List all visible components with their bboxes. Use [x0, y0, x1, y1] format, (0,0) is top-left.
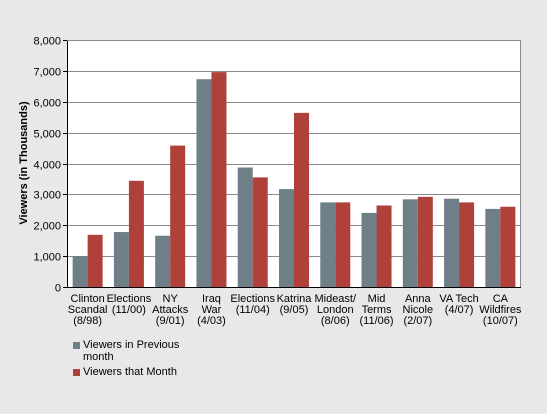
y-tick-label: 3,000 [33, 190, 61, 202]
y-tick-label: 7,000 [33, 67, 61, 79]
y-tick-label: 2,000 [33, 221, 61, 233]
x-tick-label: Mideast/London (8/06) [314, 293, 357, 327]
bar [237, 167, 253, 287]
x-tick-label: NY Attacks (9/01) [152, 293, 189, 327]
bar [294, 112, 309, 288]
bar [252, 177, 268, 287]
y-tick-label: 4,000 [33, 160, 61, 172]
y-tick-label: 5,000 [33, 129, 61, 141]
bar [500, 206, 516, 287]
bar [361, 212, 377, 287]
bar [417, 196, 433, 287]
y-tick-label: 6,000 [33, 98, 61, 110]
axes [67, 40, 521, 288]
bar [402, 199, 418, 287]
bar [113, 232, 129, 287]
bar [459, 202, 475, 287]
y-tick-label: 8,000 [33, 36, 61, 48]
x-tick-label: VA Tech (4/07) [439, 293, 478, 316]
bar [335, 202, 351, 287]
legend: Viewers in Previous month Viewers that M… [73, 339, 203, 381]
x-tick-label: Katrina (9/05) [277, 293, 313, 316]
legend-label: Viewers that Month [83, 366, 177, 378]
x-tick-label: Clinton Scandal (8/98) [68, 293, 108, 327]
bars [72, 72, 516, 288]
bar [87, 234, 103, 287]
legend-label: Viewers in Previous month [83, 339, 180, 363]
x-tick-label: Anna Nicole (2/07) [403, 293, 434, 327]
x-tick-label: Elections (11/04) [230, 293, 275, 316]
x-tick-labels: Clinton Scandal (8/98)Elections (11/00)NY At… [68, 293, 522, 327]
y-tick-label: 1,000 [33, 252, 61, 264]
bar [211, 72, 227, 287]
bar [196, 79, 212, 288]
y-tick-labels: 0 1,000 2,000 3,000 4,000 5,000 6,000 7,000 8,00… [33, 36, 61, 295]
legend-item-previous-month: Viewers in Previous month [73, 339, 203, 363]
y-tick-label: 0 [55, 283, 61, 295]
bar [376, 205, 392, 287]
x-tick-label: Mid Terms (11/06) [360, 293, 394, 327]
y-axis-label: Viewers (in Thousands) [18, 101, 30, 225]
legend-item-that-month: Viewers that Month [73, 366, 203, 378]
x-tick-label: CA Wildfires (10/07) [479, 293, 522, 327]
bar [72, 256, 88, 287]
legend-swatch [73, 369, 80, 376]
x-tick-label: Iraq War (4/03) [197, 293, 226, 327]
bar [155, 235, 171, 287]
bar [444, 198, 460, 287]
bar [279, 189, 294, 287]
legend-swatch [73, 342, 80, 349]
bar [128, 180, 144, 287]
bar [170, 145, 186, 287]
x-tick-label: Elections (11/00) [107, 293, 152, 316]
bar [485, 208, 501, 287]
bar [320, 202, 336, 287]
